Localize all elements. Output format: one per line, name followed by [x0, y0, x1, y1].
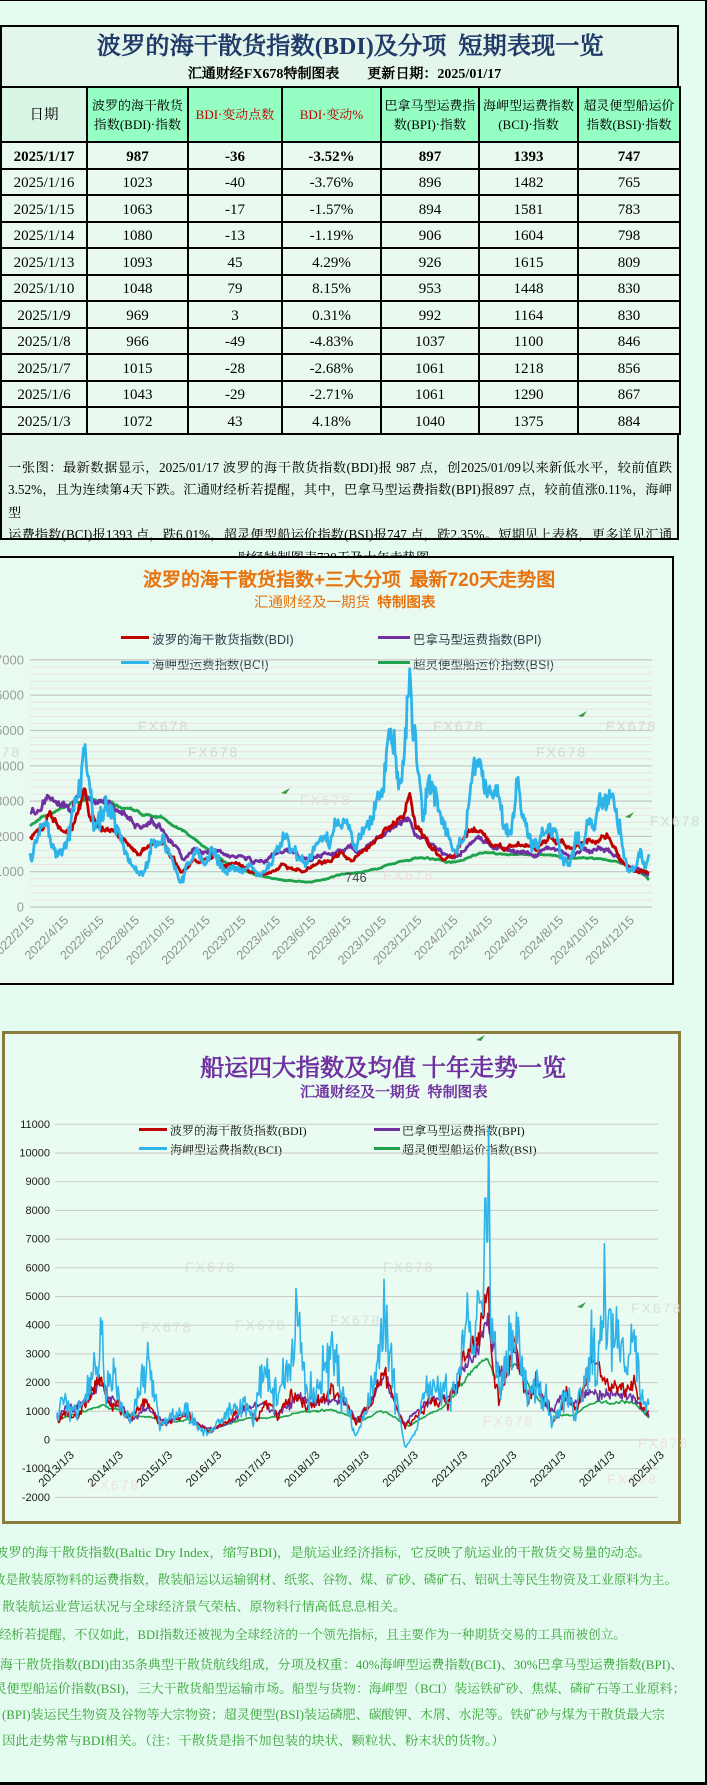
svg-text:0: 0 — [44, 1435, 50, 1447]
svg-text:9000: 9000 — [26, 1176, 50, 1188]
svg-text:2019/1/3: 2019/1/3 — [332, 1449, 372, 1489]
svg-text:746: 746 — [345, 870, 367, 885]
svg-text:6000: 6000 — [26, 1262, 50, 1274]
svg-text:0: 0 — [17, 900, 24, 915]
svg-text:FX678: FX678 — [89, 1477, 140, 1493]
svg-text:2000: 2000 — [26, 1377, 50, 1389]
svg-text:2022/1/3: 2022/1/3 — [479, 1449, 519, 1489]
svg-text:FX678: FX678 — [606, 718, 657, 734]
svg-text:FX678: FX678 — [638, 1435, 689, 1451]
svg-text:FX678: FX678 — [433, 718, 484, 734]
svg-text:2020/1/3: 2020/1/3 — [381, 1449, 421, 1489]
svg-text:5000: 5000 — [26, 1291, 50, 1303]
svg-text:2015/1/3: 2015/1/3 — [135, 1449, 175, 1489]
svg-text:1000: 1000 — [26, 1406, 50, 1418]
svg-text:3000: 3000 — [26, 1348, 50, 1360]
svg-text:FX678: FX678 — [483, 1413, 534, 1429]
svg-text:FX678: FX678 — [188, 744, 239, 760]
svg-text:10000: 10000 — [19, 1148, 50, 1160]
svg-text:1000: 1000 — [0, 864, 24, 879]
svg-text:4000: 4000 — [0, 758, 24, 773]
svg-text:7000: 7000 — [0, 652, 24, 667]
svg-text:2016/1/3: 2016/1/3 — [184, 1449, 224, 1489]
svg-text:FX678: FX678 — [330, 1312, 381, 1328]
svg-text:2000: 2000 — [0, 829, 24, 844]
svg-text:5000: 5000 — [0, 723, 24, 738]
svg-text:FX678: FX678 — [536, 744, 587, 760]
svg-text:2021/1/3: 2021/1/3 — [430, 1449, 470, 1489]
svg-text:FX678: FX678 — [235, 1317, 286, 1333]
svg-text:6000: 6000 — [0, 688, 24, 703]
svg-text:-1000: -1000 — [22, 1463, 50, 1475]
svg-text:FX678: FX678 — [141, 1319, 192, 1335]
svg-text:FX678: FX678 — [650, 813, 701, 829]
svg-text:FX678: FX678 — [185, 1259, 236, 1275]
svg-text:-2000: -2000 — [22, 1492, 50, 1504]
svg-text:2023/1/3: 2023/1/3 — [528, 1449, 568, 1489]
svg-text:FX678: FX678 — [0, 744, 21, 760]
svg-text:2018/1/3: 2018/1/3 — [283, 1449, 323, 1489]
svg-text:FX678: FX678 — [631, 1300, 682, 1316]
svg-text:FX678: FX678 — [300, 792, 351, 808]
svg-text:7000: 7000 — [26, 1234, 50, 1246]
svg-text:FX678: FX678 — [383, 1259, 434, 1275]
svg-text:8000: 8000 — [26, 1205, 50, 1217]
svg-text:FX678: FX678 — [138, 718, 189, 734]
svg-text:2017/1/3: 2017/1/3 — [233, 1449, 273, 1489]
svg-text:11000: 11000 — [20, 1119, 50, 1131]
svg-text:4000: 4000 — [26, 1320, 50, 1332]
svg-text:FX678: FX678 — [607, 1471, 658, 1487]
svg-text:3000: 3000 — [0, 794, 24, 809]
svg-text:FX678: FX678 — [383, 867, 434, 883]
